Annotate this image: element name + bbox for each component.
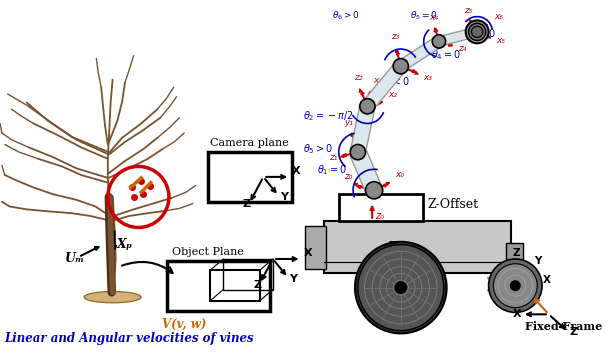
Text: Z: Z bbox=[570, 327, 578, 337]
Text: X: X bbox=[512, 309, 521, 319]
Circle shape bbox=[471, 26, 483, 38]
Text: X: X bbox=[427, 274, 435, 284]
Text: Camera plane: Camera plane bbox=[210, 138, 289, 148]
Text: $\theta_2 = -\pi/2$: $\theta_2 = -\pi/2$ bbox=[304, 109, 354, 122]
Text: Z: Z bbox=[242, 199, 250, 209]
Text: X: X bbox=[292, 166, 300, 176]
Text: x₂: x₂ bbox=[389, 90, 397, 99]
Bar bbox=[208, 152, 292, 202]
Text: z₀: z₀ bbox=[375, 211, 384, 221]
Text: Xₚ: Xₚ bbox=[116, 237, 132, 251]
Text: Uₘ: Uₘ bbox=[65, 252, 85, 265]
Text: Linear and Angular velocities of vines: Linear and Angular velocities of vines bbox=[5, 332, 255, 345]
Text: $\theta_5 > 0$: $\theta_5 > 0$ bbox=[304, 142, 334, 156]
Bar bbox=[339, 194, 423, 221]
Text: x₆: x₆ bbox=[494, 11, 503, 21]
Circle shape bbox=[355, 242, 447, 334]
Bar bbox=[324, 221, 510, 273]
Ellipse shape bbox=[86, 293, 139, 302]
Circle shape bbox=[350, 145, 365, 160]
Circle shape bbox=[360, 99, 375, 114]
Text: x₁: x₁ bbox=[373, 77, 382, 85]
Text: z₂: z₂ bbox=[354, 73, 362, 82]
Text: z₃: z₃ bbox=[391, 32, 400, 42]
Text: Y: Y bbox=[280, 192, 288, 202]
Text: Z: Z bbox=[389, 241, 397, 251]
Text: X: X bbox=[304, 248, 312, 258]
Text: $\theta_3 < 0$: $\theta_3 < 0$ bbox=[380, 75, 410, 89]
Circle shape bbox=[358, 245, 444, 331]
Text: z₅: z₅ bbox=[464, 6, 472, 15]
Text: Object Plane: Object Plane bbox=[172, 247, 244, 257]
Bar bbox=[305, 226, 326, 268]
Text: x₃: x₃ bbox=[424, 73, 433, 82]
Circle shape bbox=[466, 20, 488, 43]
Circle shape bbox=[393, 59, 408, 74]
Text: x₅: x₅ bbox=[496, 36, 506, 45]
Text: z₁: z₁ bbox=[329, 153, 338, 162]
Text: y₁: y₁ bbox=[345, 119, 354, 127]
Text: Fixed Frame: Fixed Frame bbox=[525, 321, 602, 331]
Text: x₀: x₀ bbox=[395, 170, 404, 179]
Circle shape bbox=[510, 281, 520, 290]
Text: z₄: z₄ bbox=[458, 44, 466, 53]
Circle shape bbox=[469, 23, 486, 41]
Circle shape bbox=[365, 182, 382, 199]
Polygon shape bbox=[438, 27, 479, 46]
Bar bbox=[167, 261, 270, 310]
Bar bbox=[210, 271, 259, 301]
Text: $\theta_5 = 0$: $\theta_5 = 0$ bbox=[410, 10, 438, 22]
Text: Y: Y bbox=[528, 283, 536, 293]
Polygon shape bbox=[398, 37, 442, 71]
Text: Y: Y bbox=[534, 256, 542, 266]
Ellipse shape bbox=[84, 292, 141, 303]
Text: z₀: z₀ bbox=[343, 172, 352, 181]
Text: X: X bbox=[543, 275, 551, 285]
Text: Z-Offset: Z-Offset bbox=[428, 198, 479, 211]
Polygon shape bbox=[351, 105, 375, 154]
Text: V(v, w): V(v, w) bbox=[162, 318, 207, 331]
Text: x₄: x₄ bbox=[430, 14, 438, 22]
Text: Y: Y bbox=[289, 274, 297, 284]
Text: $\theta_6 > 0$: $\theta_6 > 0$ bbox=[332, 10, 360, 22]
Text: $\theta_6 = 0$: $\theta_6 = 0$ bbox=[466, 27, 496, 41]
Text: $\theta_4 = 0$: $\theta_4 = 0$ bbox=[431, 48, 461, 62]
Polygon shape bbox=[350, 149, 382, 194]
Bar bbox=[223, 259, 273, 289]
Text: Z: Z bbox=[254, 279, 262, 290]
Polygon shape bbox=[362, 62, 406, 111]
Circle shape bbox=[488, 259, 542, 313]
Circle shape bbox=[432, 35, 446, 48]
Text: Z: Z bbox=[512, 248, 520, 258]
Circle shape bbox=[395, 282, 406, 293]
Circle shape bbox=[493, 264, 537, 308]
Bar bbox=[506, 243, 523, 260]
Text: Y: Y bbox=[415, 251, 423, 261]
Text: $\theta_1 = 0$: $\theta_1 = 0$ bbox=[317, 163, 347, 177]
